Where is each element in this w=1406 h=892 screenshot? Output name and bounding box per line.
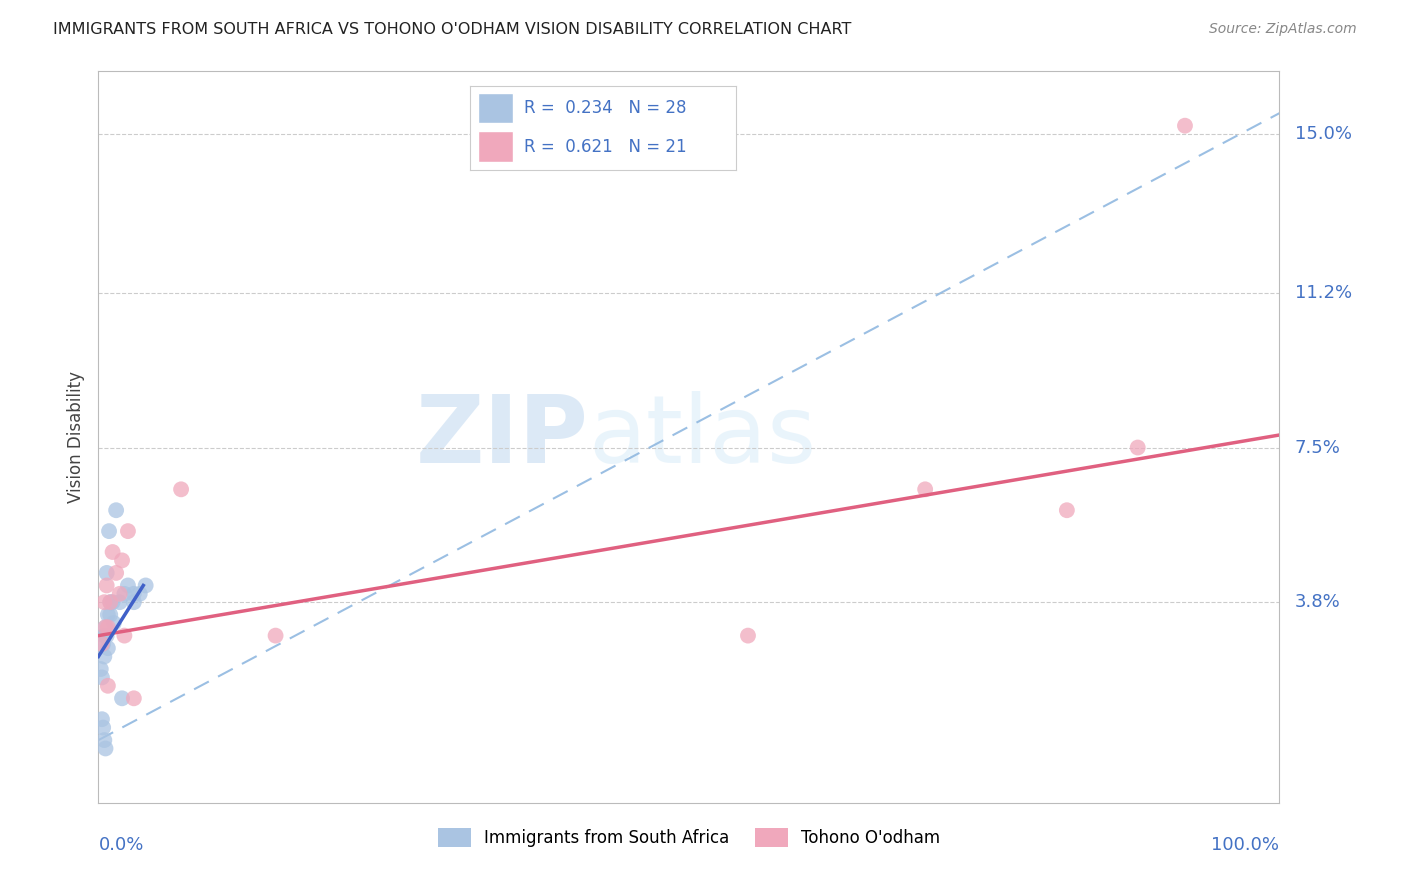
- Point: [128, 587, 150, 601]
- Point: [91, 637, 114, 651]
- Point: [264, 629, 287, 643]
- Text: ZIP: ZIP: [416, 391, 589, 483]
- Point: [91, 721, 114, 735]
- Text: IMMIGRANTS FROM SOUTH AFRICA VS TOHONO O'ODHAM VISION DISABILITY CORRELATION CHA: IMMIGRANTS FROM SOUTH AFRICA VS TOHONO O…: [53, 22, 852, 37]
- Point: [111, 553, 134, 567]
- Point: [94, 620, 117, 634]
- Text: 3.8%: 3.8%: [1295, 593, 1340, 611]
- Point: [108, 587, 131, 601]
- Point: [1174, 119, 1197, 133]
- Point: [91, 637, 114, 651]
- Point: [122, 691, 145, 706]
- Point: [101, 545, 124, 559]
- Point: [97, 607, 120, 622]
- Point: [98, 595, 121, 609]
- Point: [105, 503, 128, 517]
- Point: [914, 483, 936, 497]
- Text: 7.5%: 7.5%: [1295, 439, 1341, 457]
- Point: [97, 679, 120, 693]
- Text: Source: ZipAtlas.com: Source: ZipAtlas.com: [1209, 22, 1357, 37]
- Point: [90, 662, 112, 676]
- Text: 15.0%: 15.0%: [1295, 125, 1351, 143]
- Point: [1126, 441, 1149, 455]
- Point: [98, 595, 121, 609]
- Point: [97, 641, 120, 656]
- Point: [93, 733, 115, 747]
- Point: [117, 524, 139, 538]
- Point: [122, 587, 145, 601]
- Text: 100.0%: 100.0%: [1212, 836, 1279, 854]
- Point: [97, 620, 120, 634]
- Point: [117, 578, 139, 592]
- Point: [91, 712, 114, 726]
- Text: 11.2%: 11.2%: [1295, 284, 1353, 301]
- Point: [105, 566, 128, 580]
- Point: [112, 587, 135, 601]
- Point: [94, 741, 117, 756]
- Point: [1056, 503, 1078, 517]
- Point: [108, 595, 131, 609]
- Legend: Immigrants from South Africa, Tohono O'odham: Immigrants from South Africa, Tohono O'o…: [437, 828, 941, 847]
- Point: [101, 595, 124, 609]
- Point: [98, 607, 121, 622]
- Point: [111, 691, 134, 706]
- Point: [93, 595, 115, 609]
- Point: [135, 578, 157, 592]
- Point: [96, 629, 118, 643]
- Point: [91, 670, 114, 684]
- Point: [96, 566, 118, 580]
- Point: [93, 649, 115, 664]
- Point: [94, 620, 117, 634]
- Point: [112, 629, 135, 643]
- Point: [96, 578, 118, 592]
- Text: atlas: atlas: [589, 391, 817, 483]
- Point: [103, 616, 125, 631]
- Y-axis label: Vision Disability: Vision Disability: [66, 371, 84, 503]
- Point: [170, 483, 193, 497]
- Point: [98, 524, 121, 538]
- Point: [737, 629, 759, 643]
- Text: 0.0%: 0.0%: [98, 836, 143, 854]
- Point: [93, 629, 115, 643]
- Point: [122, 595, 145, 609]
